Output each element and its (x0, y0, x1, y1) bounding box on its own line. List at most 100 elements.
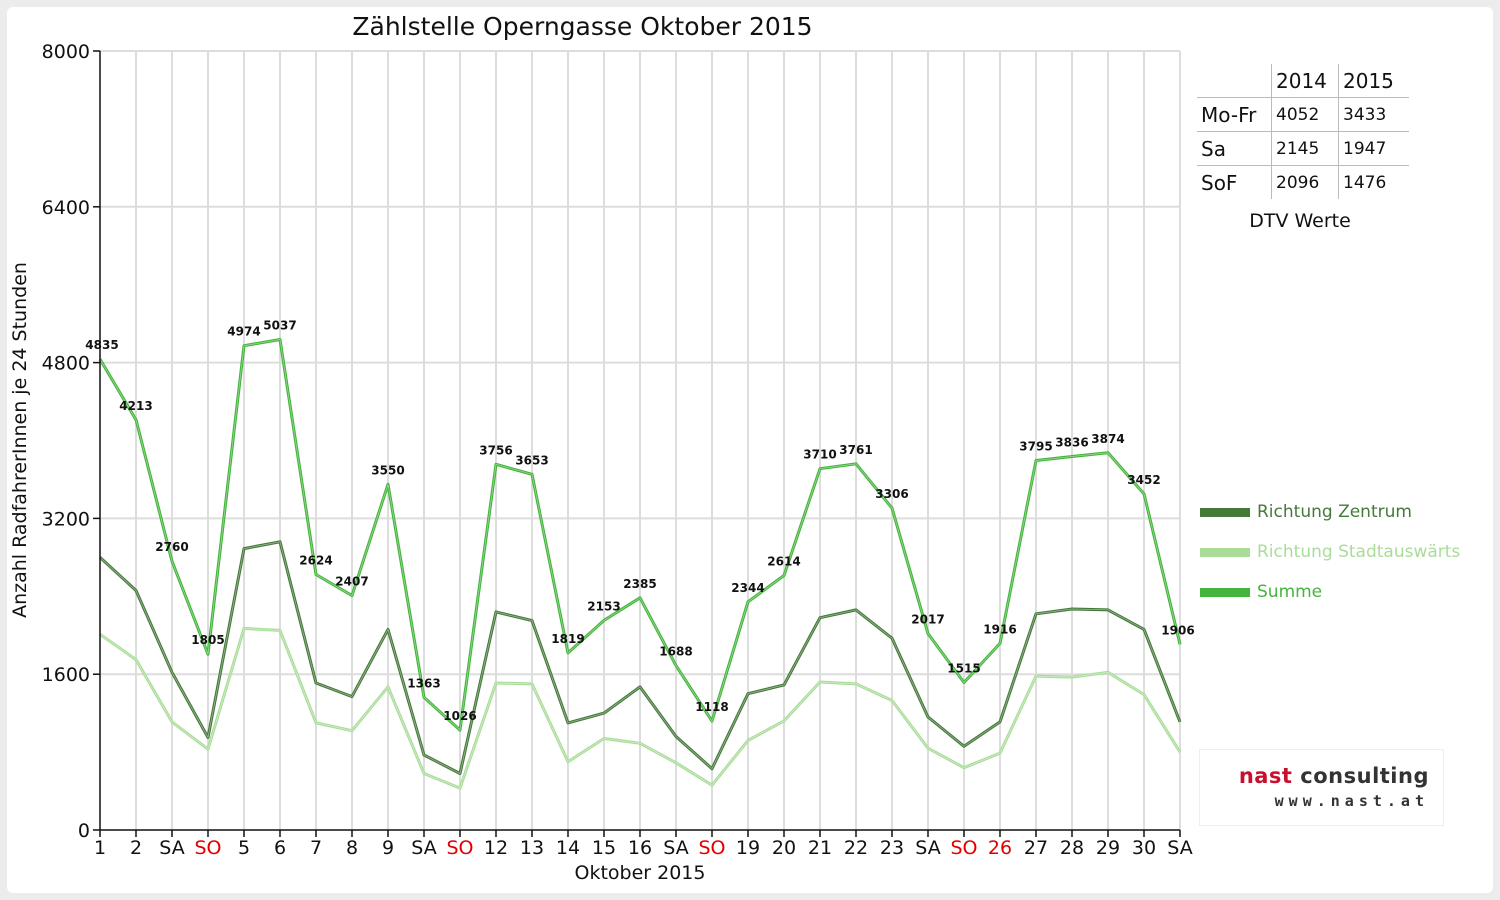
x-axis-label: Oktober 2015 (574, 862, 706, 884)
x-tick-label: 6 (274, 837, 286, 859)
dtv-row-mofr: Mo-Fr 4052 3433 (1197, 97, 1409, 132)
dtv-row-sa: Sa 2145 1947 (1197, 131, 1409, 166)
data-label: 2344 (731, 581, 764, 595)
legend-label-zentrum: Richtung Zentrum (1257, 502, 1412, 522)
legend-swatch-zentrum (1200, 507, 1250, 517)
data-label: 3761 (839, 443, 872, 457)
x-tick-label: SA (159, 837, 184, 859)
legend-swatch-summe (1200, 587, 1250, 597)
x-tick-label: 28 (1060, 837, 1084, 859)
data-label: 3836 (1055, 435, 1088, 449)
legend-item-stadtauswaerts: Richtung Stadtauswärts (1200, 532, 1460, 572)
series-lines (98, 338, 1182, 790)
dtv-corner (1197, 64, 1272, 98)
x-tick-label: 5 (238, 837, 250, 859)
data-label: 1819 (551, 632, 584, 646)
data-label: 2760 (155, 540, 188, 554)
dtv-row-sof: SoF 2096 1476 (1197, 165, 1409, 199)
x-tick-label: 14 (556, 837, 580, 859)
x-tick-label: 2 (130, 837, 142, 859)
data-label: 2153 (587, 599, 620, 613)
data-label: 4974 (227, 325, 260, 339)
series-line-highlight (99, 541, 1181, 775)
x-tick-label: 23 (880, 837, 904, 859)
data-label: 3306 (875, 487, 908, 501)
data-label: 3756 (479, 443, 512, 457)
x-tick-label: SO (950, 837, 977, 859)
x-tick-label: 1 (94, 837, 106, 859)
data-label: 1805 (191, 633, 224, 647)
x-tick-label: SA (411, 837, 436, 859)
data-label: 1363 (407, 676, 440, 690)
x-tick-label: 16 (628, 837, 652, 859)
legend-item-zentrum: Richtung Zentrum (1200, 492, 1460, 532)
dtv-row-label: Mo-Fr (1197, 97, 1272, 132)
dtv-cell: 2096 (1271, 165, 1339, 199)
dtv-header-2015: 2015 (1338, 64, 1409, 98)
dtv-cell: 3433 (1338, 97, 1409, 132)
dtv-cell: 4052 (1271, 97, 1339, 132)
data-label: 3710 (803, 448, 836, 462)
x-tick-label: 15 (592, 837, 616, 859)
x-tick-label: SO (446, 837, 473, 859)
y-tick-label: 0 (78, 820, 90, 842)
data-label: 4835 (85, 338, 118, 352)
data-label: 3874 (1091, 432, 1124, 446)
logo-wordmark: nast consulting (1200, 764, 1429, 788)
company-logo: nast consulting www.nast.at (1200, 750, 1443, 825)
data-label: 4213 (119, 399, 152, 413)
dtv-cell: 2145 (1271, 131, 1339, 166)
legend: Richtung Zentrum Richtung Stadtauswärts … (1200, 492, 1460, 612)
dtv-table: 2014 2015 Mo-Fr 4052 3433 Sa 2145 1947 S… (1197, 64, 1409, 199)
x-tick-label: 26 (988, 837, 1012, 859)
data-label: 2385 (623, 577, 656, 591)
series-line-highlight (99, 339, 1181, 731)
data-label: 2624 (299, 553, 332, 567)
x-tick-label: 9 (382, 837, 394, 859)
data-label: 2407 (335, 575, 368, 589)
grid-lines (100, 50, 1181, 830)
y-tick-label: 1600 (42, 664, 90, 686)
dtv-cell: 1476 (1338, 165, 1409, 199)
data-label: 5037 (263, 319, 296, 333)
x-tick-label: SO (698, 837, 725, 859)
data-label: 1118 (695, 700, 728, 714)
dtv-row-label: Sa (1197, 131, 1272, 166)
x-tick-label: SO (194, 837, 221, 859)
y-tick-label: 6400 (42, 197, 90, 219)
data-label: 2017 (911, 613, 944, 627)
logo-name-part2: consulting (1300, 764, 1429, 788)
x-tick-label: 13 (520, 837, 544, 859)
series-line-zentrum (98, 540, 1182, 775)
data-label: 1026 (443, 709, 476, 723)
legend-item-summe: Summe (1200, 572, 1460, 612)
data-label: 2614 (767, 554, 800, 568)
dtv-cell: 1947 (1338, 131, 1409, 166)
data-label: 1688 (659, 645, 692, 659)
chart-title: Zählstelle Operngasse Oktober 2015 (352, 12, 813, 41)
x-tick-label: 12 (484, 837, 508, 859)
data-label: 3550 (371, 463, 404, 477)
x-tick-label: 29 (1096, 837, 1120, 859)
x-tick-label: 7 (310, 837, 322, 859)
x-tick-label: 21 (808, 837, 832, 859)
data-label: 3795 (1019, 439, 1052, 453)
x-tick-label: 22 (844, 837, 868, 859)
data-label: 1916 (983, 622, 1016, 636)
x-tick-label: 8 (346, 837, 358, 859)
x-tick-label: SA (663, 837, 688, 859)
x-tick-label: 20 (772, 837, 796, 859)
legend-label-stadtauswaerts: Richtung Stadtauswärts (1257, 542, 1461, 562)
x-tick-label: SA (1167, 837, 1192, 859)
x-tick-label: 27 (1024, 837, 1048, 859)
x-tick-label: 30 (1132, 837, 1156, 859)
x-tick-label: 19 (736, 837, 760, 859)
logo-url: www.nast.at (1274, 792, 1429, 810)
y-tick-label: 4800 (42, 353, 90, 375)
data-label: 1515 (947, 661, 980, 675)
dtv-caption: DTV Werte (1249, 210, 1351, 232)
dtv-header-2014: 2014 (1271, 64, 1339, 98)
